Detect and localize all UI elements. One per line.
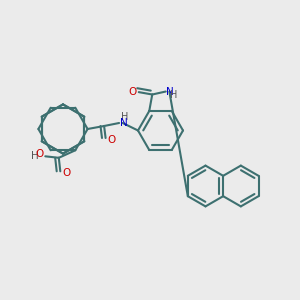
Text: H: H bbox=[31, 151, 39, 161]
Text: N: N bbox=[167, 86, 174, 97]
Text: O: O bbox=[107, 135, 115, 146]
Text: H: H bbox=[170, 89, 178, 100]
Text: O: O bbox=[128, 86, 136, 97]
Text: N: N bbox=[120, 118, 128, 128]
Text: H: H bbox=[121, 112, 128, 122]
Text: O: O bbox=[63, 168, 71, 178]
Text: O: O bbox=[36, 149, 44, 159]
